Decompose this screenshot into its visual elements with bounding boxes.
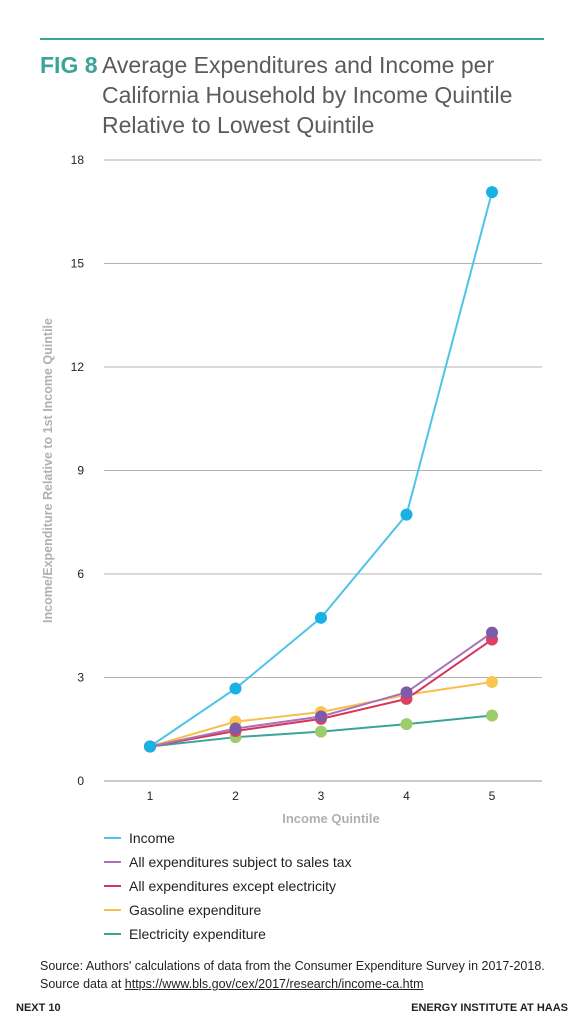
data-point bbox=[315, 611, 327, 624]
data-point bbox=[229, 682, 242, 695]
legend-item: Income bbox=[104, 826, 352, 850]
legend-swatch bbox=[104, 837, 121, 839]
y-tick-label: 18 bbox=[71, 153, 85, 167]
y-tick-label: 6 bbox=[77, 567, 84, 581]
chart-legend: Income All expenditures subject to sales … bbox=[104, 826, 352, 946]
data-point bbox=[400, 718, 413, 731]
top-rule bbox=[40, 38, 544, 40]
legend-item: All expenditures subject to sales tax bbox=[104, 850, 352, 874]
data-point bbox=[486, 709, 498, 722]
x-tick-label: 1 bbox=[147, 789, 154, 803]
source-link[interactable]: https://www.bls.gov/cex/2017/research/in… bbox=[124, 977, 424, 991]
data-point bbox=[315, 725, 327, 738]
footer-right: ENERGY INSTITUTE AT HAAS bbox=[411, 1002, 568, 1014]
legend-label: All expenditures subject to sales tax bbox=[129, 854, 352, 870]
x-tick-label: 4 bbox=[403, 789, 410, 803]
source-text: Source: Authors' calculations of data fr… bbox=[40, 959, 545, 991]
y-tick-label: 3 bbox=[77, 671, 84, 685]
legend-item: All expenditures except electricity bbox=[104, 874, 352, 898]
legend-swatch bbox=[104, 909, 121, 911]
footer-left: NEXT 10 bbox=[16, 1002, 61, 1014]
figure-title-text: Average Expenditures and Income per Cali… bbox=[102, 52, 513, 138]
y-tick-label: 9 bbox=[77, 464, 84, 478]
y-tick-label: 15 bbox=[71, 257, 85, 271]
x-tick-label: 5 bbox=[489, 789, 496, 803]
legend-swatch bbox=[104, 861, 121, 863]
figure-number: FIG 8 bbox=[40, 52, 98, 78]
data-point bbox=[400, 686, 413, 699]
legend-label: All expenditures except electricity bbox=[129, 878, 336, 894]
data-point bbox=[229, 722, 242, 735]
legend-label: Income bbox=[129, 830, 175, 846]
data-point bbox=[486, 675, 498, 688]
x-axis-label: Income Quintile bbox=[282, 811, 380, 826]
data-point bbox=[144, 740, 156, 753]
data-point bbox=[315, 710, 327, 723]
data-point bbox=[486, 626, 498, 639]
series-line-income bbox=[149, 191, 493, 748]
source-note: Source: Authors' calculations of data fr… bbox=[40, 957, 550, 993]
data-point bbox=[400, 508, 413, 521]
x-tick-label: 2 bbox=[232, 789, 239, 803]
legend-label: Gasoline expenditure bbox=[129, 902, 262, 918]
y-tick-label: 12 bbox=[71, 360, 85, 374]
y-axis-label: Income/Expenditure Relative to 1st Incom… bbox=[41, 318, 55, 623]
y-tick-label: 0 bbox=[77, 774, 84, 788]
data-point bbox=[486, 186, 498, 199]
legend-item: Electricity expenditure bbox=[104, 922, 352, 946]
legend-item: Gasoline expenditure bbox=[104, 898, 352, 922]
legend-label: Electricity expenditure bbox=[129, 926, 266, 942]
legend-swatch bbox=[104, 885, 121, 887]
legend-swatch bbox=[104, 933, 121, 935]
x-tick-label: 3 bbox=[318, 789, 325, 803]
figure-title: FIG 8 Average Expenditures and Income pe… bbox=[40, 50, 550, 140]
